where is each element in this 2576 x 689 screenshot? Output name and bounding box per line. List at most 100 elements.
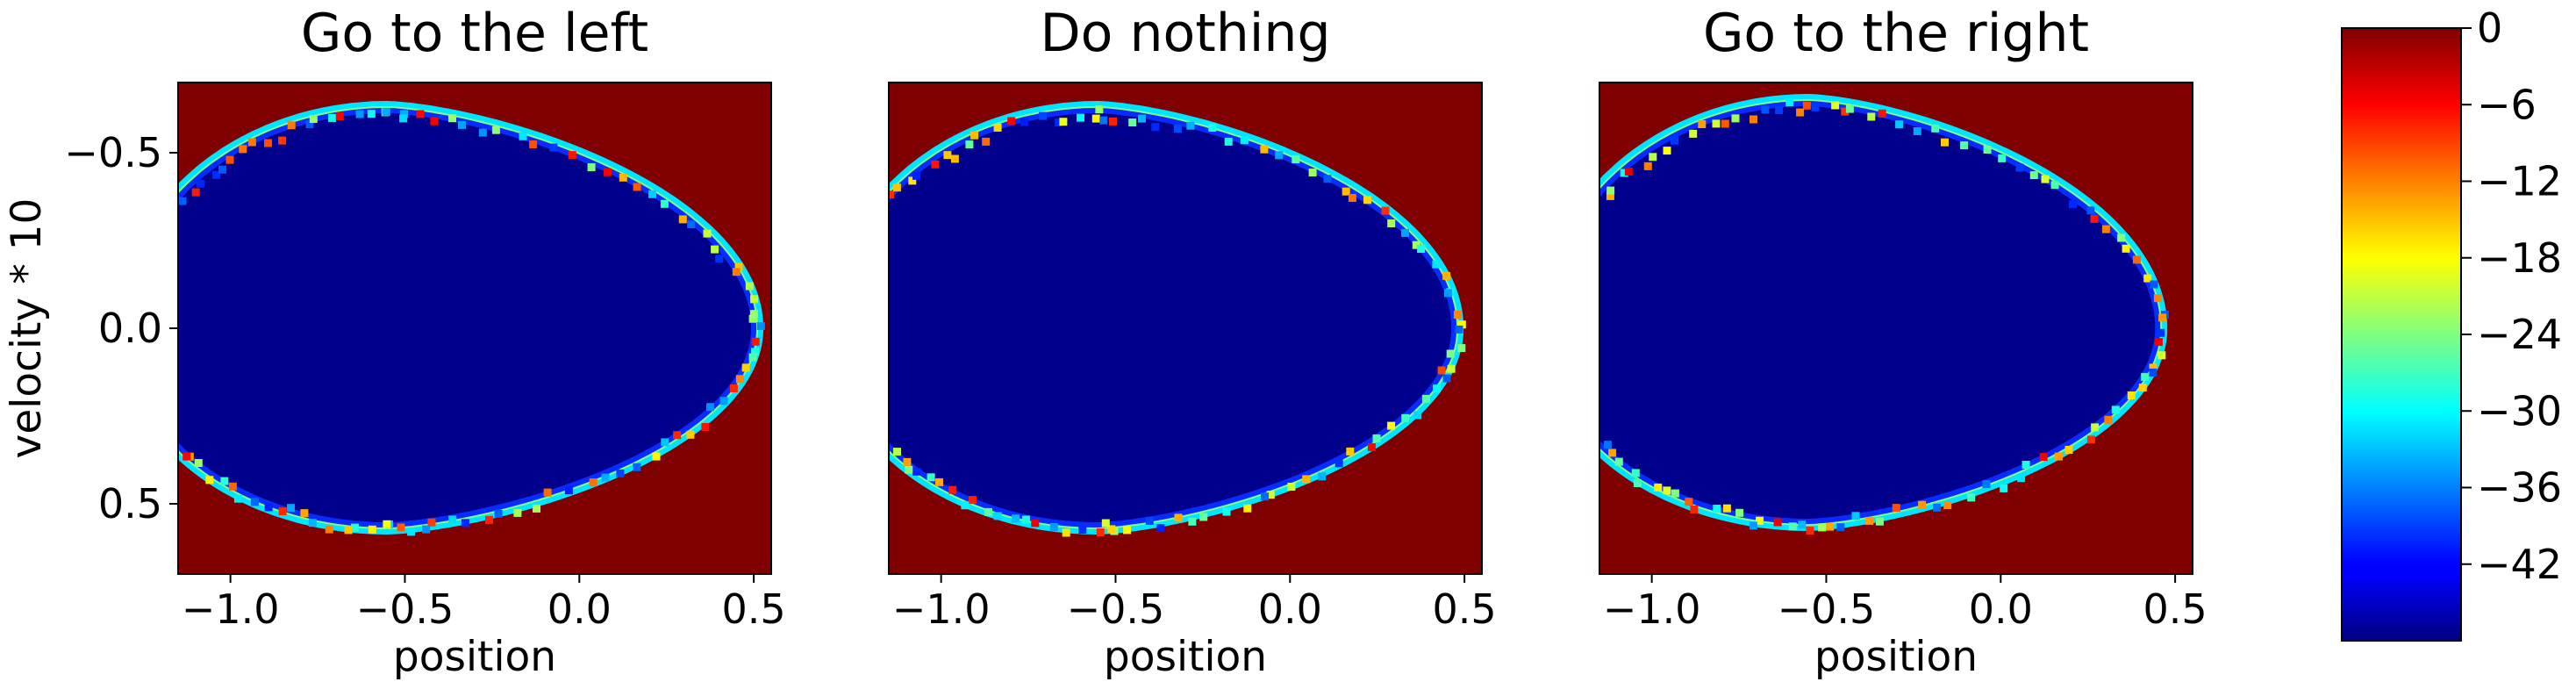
boundary-cell <box>422 525 431 534</box>
boundary-cell <box>1412 240 1420 249</box>
boundary-cell <box>1614 457 1623 466</box>
boundary-cell <box>225 155 234 164</box>
boundary-cell <box>205 476 214 484</box>
boundary-cell <box>950 154 959 163</box>
boundary-cell <box>1918 500 1927 509</box>
boundary-cell <box>2086 435 2095 444</box>
boundary-cell <box>748 314 757 323</box>
boundary-cell <box>1222 507 1231 516</box>
boundary-cell <box>430 117 439 126</box>
boundary-cell <box>678 215 687 224</box>
x-tick-label: −1.0 <box>1603 585 1701 633</box>
boundary-cell <box>1335 459 1343 468</box>
boundary-cell <box>893 448 901 456</box>
boundary-cell <box>1933 503 1942 512</box>
boundary-cell <box>2122 244 2130 253</box>
boundary-cell <box>652 452 661 461</box>
boundary-cell <box>1433 384 1441 393</box>
x-ticks: −1.0 −0.5 0.0 0.5 <box>182 574 786 633</box>
boundary-cell <box>1007 117 1016 126</box>
boundary-cell <box>1654 483 1663 492</box>
boundary-cell <box>1690 506 1699 513</box>
boundary-cell <box>719 397 728 406</box>
boundary-cell <box>2101 225 2110 233</box>
boundary-cell <box>1432 260 1441 269</box>
boundary-cell <box>1649 153 1657 161</box>
boundary-cell <box>948 485 957 494</box>
boundary-cell <box>2138 384 2147 392</box>
boundary-cell <box>903 457 912 466</box>
boundary-cell <box>278 136 287 145</box>
boundary-cell <box>1603 441 1612 449</box>
boundary-cell <box>703 229 712 238</box>
boundary-cell <box>2158 313 2167 322</box>
boundary-cell <box>970 131 979 140</box>
boundary-cell <box>305 120 314 128</box>
boundary-cell <box>485 515 493 524</box>
boundary-cell <box>889 190 895 199</box>
boundary-cell <box>984 507 992 516</box>
boundary-cell <box>1788 522 1797 531</box>
panel-title: Go to the left <box>301 3 648 64</box>
panel-title: Do nothing <box>1040 3 1330 64</box>
x-tick-label: 0.5 <box>722 585 786 633</box>
boundary-cell <box>1892 504 1900 513</box>
boundary-cell <box>264 503 273 512</box>
boundary-cell <box>1188 517 1197 526</box>
colorbar-tick-label: −24 <box>2477 311 2562 358</box>
boundary-cell <box>1055 118 1063 127</box>
boundary-cell <box>1913 127 1921 135</box>
boundary-cell <box>1761 105 1770 114</box>
boundary-cell <box>2039 453 2048 462</box>
x-ticks: −1.0 −0.5 0.0 0.5 <box>892 574 1497 633</box>
boundary-cell <box>264 139 272 147</box>
boundary-cell <box>1078 526 1087 535</box>
boundary-cell <box>961 501 970 510</box>
boundary-cell <box>1413 411 1422 420</box>
boundary-cell <box>735 375 744 384</box>
colorbar-gradient <box>2341 27 2462 642</box>
boundary-cell <box>308 519 317 528</box>
boundary-cell <box>397 523 405 532</box>
boundary-cell <box>178 197 187 205</box>
x-tick-label: 0.5 <box>2143 585 2207 633</box>
boundary-cell <box>1077 113 1084 122</box>
boundary-cell <box>1960 141 1969 150</box>
boundary-cell <box>633 463 641 471</box>
boundary-cell <box>1302 475 1311 484</box>
boundary-cell <box>943 151 952 160</box>
boundary-cell <box>745 282 754 291</box>
panel-go-right: Go to the right −1.0 −0.5 0.0 0.5 position <box>1599 3 2207 681</box>
boundary-cell <box>1457 320 1466 329</box>
boundary-cell <box>1437 366 1446 375</box>
x-tick-label: 0.0 <box>1258 585 1322 633</box>
boundary-cell <box>2150 280 2158 289</box>
boundary-cell <box>335 112 344 121</box>
boundary-cell <box>1012 514 1020 523</box>
x-tick-label: −0.5 <box>1778 585 1876 633</box>
y-tick-label: −0.5 <box>64 129 162 176</box>
boundary-cell <box>1342 187 1350 196</box>
boundary-cell <box>1836 523 1845 532</box>
boundary-cell <box>1417 245 1426 253</box>
boundary-cell <box>1387 219 1396 227</box>
boundary-cell <box>604 168 612 176</box>
boundary-cell <box>1845 104 1854 113</box>
heatmap-area <box>177 82 772 575</box>
boundary-cell <box>2149 363 2157 372</box>
boundary-cell <box>1941 138 1949 147</box>
boundary-cell <box>1224 137 1233 146</box>
boundary-cell <box>350 523 359 532</box>
boundary-cell <box>1671 489 1679 498</box>
x-tick-label: 0.0 <box>547 585 612 633</box>
boundary-cell <box>416 110 425 118</box>
boundary-cell <box>1151 123 1160 132</box>
x-tick-label: −1.0 <box>892 585 991 633</box>
boundary-cell <box>1323 175 1332 183</box>
boundary-cell <box>1749 521 1757 530</box>
boundary-cell <box>1983 146 1992 154</box>
boundary-cell <box>368 525 376 534</box>
boundary-cell <box>1712 119 1721 128</box>
boundary-cell <box>734 262 743 271</box>
boundary-cell <box>2104 415 2113 424</box>
